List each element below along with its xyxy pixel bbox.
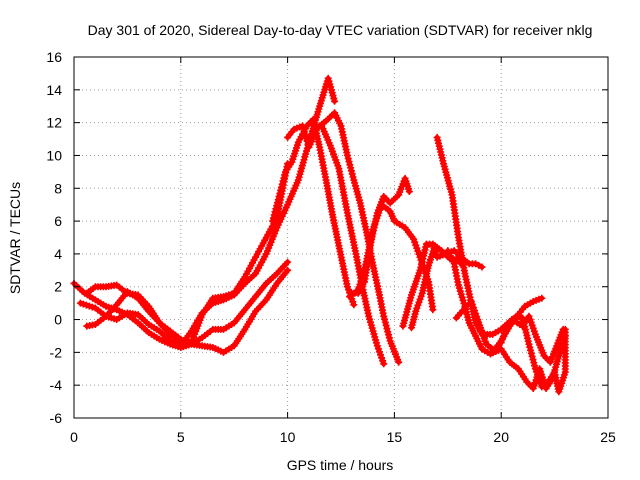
y-tick-label: -4 [50,377,63,393]
y-tick-label: 0 [54,312,62,328]
x-tick-label: 20 [493,429,509,445]
series-track-15 [407,242,467,332]
data-point [395,358,403,366]
x-tick-label: 10 [280,429,296,445]
y-tick-label: 6 [54,213,62,229]
x-tick-label: 15 [387,429,403,445]
data-point [429,306,437,314]
gridlines [74,57,608,418]
y-tick-label: 10 [46,147,62,163]
x-tick-label: 25 [600,429,616,445]
series-track-5 [269,115,358,309]
series-track-14 [444,247,569,392]
data-point [561,325,569,333]
x-tick-label: 5 [177,429,185,445]
y-tick-label: 14 [46,82,62,98]
data-point [459,261,467,269]
data-point [380,360,388,368]
data-point [561,332,569,340]
data-point [538,294,546,302]
data-point [350,301,358,309]
y-tick-label: 16 [46,49,62,65]
data-series [70,74,569,396]
x-tick-label: 0 [70,429,78,445]
series-track-13 [489,294,546,356]
data-point [331,97,339,105]
axis-ticks: 0 5 10 15 20 25 -6 -4 -2 0 2 4 6 8 10 12 14 16 [46,49,616,445]
y-tick-label: 12 [46,115,62,131]
series-track-7 [318,122,388,368]
y-tick-label: -6 [50,410,63,426]
y-tick-label: 2 [54,279,62,295]
plot-frame [73,56,609,419]
y-tick-label: 8 [54,180,62,196]
data-point [284,258,292,266]
data-point [405,188,413,196]
chart-title: Day 301 of 2020, Sidereal Day-to-day VTE… [88,22,593,38]
series-track-11 [433,133,567,366]
data-point [284,266,292,274]
y-tick-label: -2 [50,344,63,360]
data-point [478,263,486,271]
y-tick-label: 4 [54,246,62,262]
x-axis-label: GPS time / hours [287,457,394,473]
y-axis-label: SDTVAR / TECUs [7,182,23,294]
series-track-10 [399,240,486,330]
